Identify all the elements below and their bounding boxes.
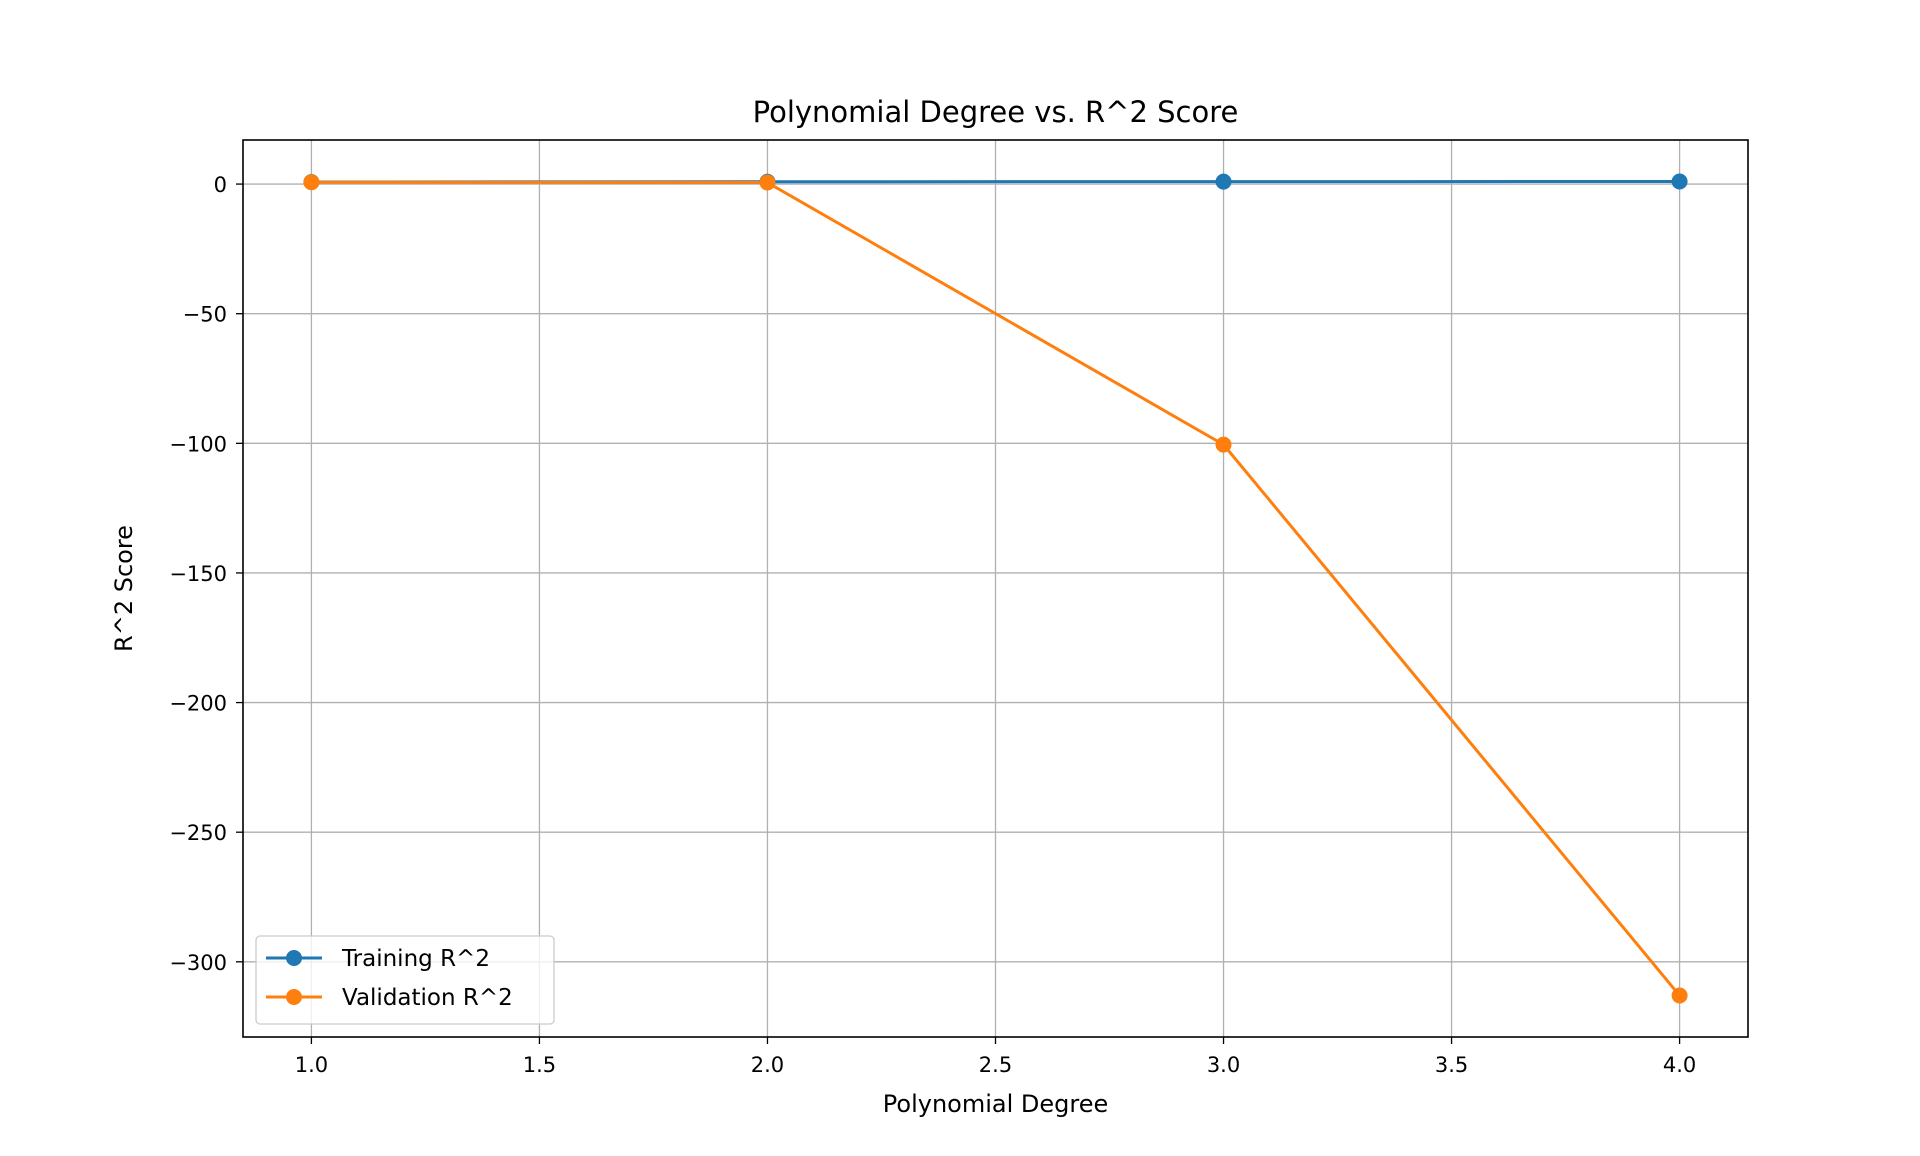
x-tick-label: 2.5 xyxy=(979,1053,1012,1077)
legend-label-1: Validation R^2 xyxy=(342,985,513,1011)
legend-marker-1 xyxy=(286,989,302,1005)
x-axis-label: Polynomial Degree xyxy=(883,1090,1108,1118)
x-tick-label: 1.5 xyxy=(523,1053,556,1077)
data-point-0-3 xyxy=(1672,174,1688,190)
y-tick-label: −300 xyxy=(169,951,227,975)
data-point-1-1 xyxy=(759,175,775,191)
y-tick-label: −250 xyxy=(169,821,227,845)
x-tick-label: 3.5 xyxy=(1435,1053,1468,1077)
y-axis-label: R^2 Score xyxy=(110,525,138,652)
y-tick-label: 0 xyxy=(214,173,227,197)
x-tick-label: 4.0 xyxy=(1663,1053,1696,1077)
legend-label-0: Training R^2 xyxy=(341,946,490,972)
x-tick-label: 1.0 xyxy=(295,1053,328,1077)
chart-title: Polynomial Degree vs. R^2 Score xyxy=(753,95,1239,129)
data-point-1-3 xyxy=(1672,988,1688,1004)
x-tick-label: 3.0 xyxy=(1207,1053,1240,1077)
legend-marker-0 xyxy=(286,950,302,966)
y-tick-label: −100 xyxy=(169,432,227,456)
x-tick-label: 2.0 xyxy=(751,1053,784,1077)
grid-lines xyxy=(243,140,1748,1037)
y-tick-label: −150 xyxy=(169,562,227,586)
legend: Training R^2 Validation R^2 xyxy=(256,936,554,1024)
y-tick-label: −200 xyxy=(169,692,227,716)
data-point-0-2 xyxy=(1216,174,1232,190)
data-point-1-0 xyxy=(303,174,319,190)
y-tick-label: −50 xyxy=(183,303,227,327)
data-point-1-2 xyxy=(1216,437,1232,453)
